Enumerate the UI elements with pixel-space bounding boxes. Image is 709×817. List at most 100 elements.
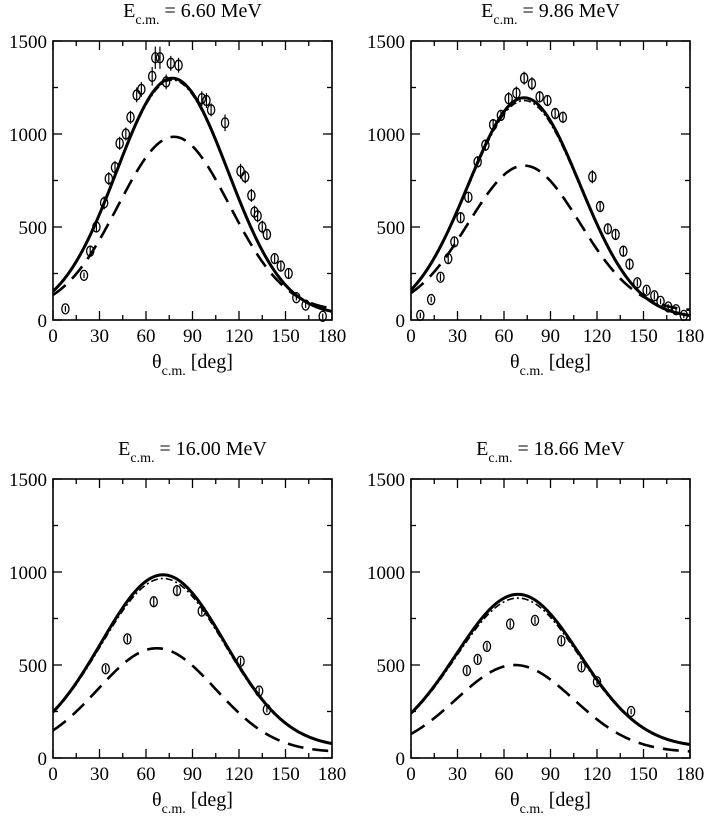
- x-tick-label: 150: [629, 764, 658, 785]
- data-point: [301, 299, 310, 311]
- data-point: [236, 655, 245, 667]
- x-tick-label: 180: [318, 764, 347, 785]
- x-tick-label: 60: [137, 764, 156, 785]
- data-point: [147, 70, 157, 82]
- data-point: [543, 94, 552, 107]
- data-point: [473, 653, 482, 666]
- data-point: [155, 52, 165, 64]
- x-tick-label: 90: [183, 764, 202, 785]
- x-tick-label: 120: [583, 764, 612, 785]
- x-axis-label: θc.m. [deg]: [510, 789, 591, 817]
- data-point: [318, 310, 327, 322]
- x-tick-label: 30: [448, 326, 467, 347]
- data-point: [625, 258, 634, 270]
- data-point: [292, 292, 301, 304]
- data-point: [126, 111, 135, 123]
- data-point: [603, 223, 613, 235]
- data-point: [505, 618, 515, 630]
- x-tick-label: 60: [495, 326, 514, 347]
- data-point: [257, 221, 267, 233]
- data-point: [121, 128, 131, 140]
- data-point: [254, 685, 264, 697]
- data-point: [456, 212, 465, 224]
- data-point: [611, 228, 620, 241]
- series-dot-dashed: [411, 99, 690, 317]
- data-point: [85, 245, 95, 257]
- data-point: [99, 197, 109, 209]
- y-tick-label: 0: [38, 311, 48, 332]
- x-tick-label: 0: [48, 764, 58, 785]
- data-point: [115, 137, 124, 149]
- data-point: [197, 93, 207, 105]
- panel-title: Ec.m. = 16.00 MeV: [118, 438, 267, 466]
- data-point: [619, 245, 628, 257]
- data-point: [504, 93, 513, 105]
- series-full: [53, 76, 332, 313]
- x-tick-label: 60: [137, 326, 156, 347]
- series-dot-dashed: [53, 577, 332, 745]
- y-tick-label: 500: [19, 656, 48, 677]
- data-point: [240, 171, 250, 183]
- data-point: [247, 189, 256, 202]
- data-point: [151, 52, 160, 64]
- data-point: [236, 165, 245, 177]
- panel-4: 0 30 60 90 120 150 180 0 500 1000 1500 Ec.m. = 18.6…: [367, 438, 704, 817]
- curves: [53, 76, 332, 313]
- x-tick-label: 120: [583, 326, 612, 347]
- data-point: [284, 267, 293, 280]
- y-tick-label: 1500: [367, 32, 405, 53]
- data-point: [550, 107, 560, 120]
- x-tick-label: 60: [495, 764, 514, 785]
- data-point: [443, 252, 453, 265]
- data-point: [650, 290, 659, 302]
- panel-title: Ec.m. = 6.60 MeV: [123, 0, 262, 28]
- x-tick-label: 0: [48, 326, 58, 347]
- x-tick-label: 30: [448, 764, 467, 785]
- data-point: [253, 210, 262, 222]
- x-tick-label: 120: [225, 764, 254, 785]
- data-point: [101, 663, 110, 675]
- y-tick-label: 500: [377, 656, 406, 677]
- data-point: [276, 260, 286, 272]
- data-point: [512, 87, 521, 99]
- series-dashed: [411, 663, 690, 753]
- data-point: [206, 104, 216, 116]
- y-tick-label: 1000: [367, 125, 405, 146]
- data-points: [416, 71, 689, 322]
- data-point: [588, 171, 597, 183]
- series-dot-dashed: [53, 79, 332, 313]
- series-dashed: [411, 164, 690, 312]
- data-point: [488, 119, 498, 131]
- panel-3: 0 30 60 90 120 150 180 0 500 1000 1500 Ec.m. = 16.0…: [9, 438, 346, 817]
- data-point: [123, 633, 132, 645]
- y-tick-label: 500: [19, 218, 48, 239]
- data-point: [79, 269, 89, 282]
- x-axis-label: θc.m. [deg]: [510, 351, 591, 379]
- data-point: [262, 703, 272, 716]
- data-point: [197, 605, 207, 617]
- series-dot-dashed: [411, 597, 690, 746]
- panel-1: 0 30 60 90 120 150 180 0 500 1000 1500 Ec.m. = 6.60…: [9, 0, 346, 379]
- panel-title: Ec.m. = 18.66 MeV: [476, 438, 625, 466]
- data-point: [464, 191, 473, 203]
- data-point: [558, 111, 568, 123]
- y-tick-label: 500: [377, 218, 406, 239]
- x-axis-label: θc.m. [deg]: [152, 789, 233, 817]
- data-point: [481, 139, 490, 151]
- curves: [411, 592, 690, 753]
- data-point: [450, 236, 459, 248]
- y-tick-label: 0: [396, 749, 406, 770]
- x-tick-label: 90: [541, 764, 560, 785]
- y-tick-label: 1500: [367, 470, 405, 491]
- data-point: [166, 57, 176, 69]
- y-tick-label: 0: [396, 311, 406, 332]
- data-point: [519, 72, 529, 84]
- x-tick-label: 150: [271, 764, 300, 785]
- data-points: [462, 614, 636, 718]
- data-point: [202, 94, 211, 107]
- data-point: [110, 161, 120, 174]
- data-points: [101, 584, 272, 716]
- data-point: [92, 221, 101, 233]
- x-tick-label: 0: [406, 326, 416, 347]
- data-point: [482, 640, 492, 653]
